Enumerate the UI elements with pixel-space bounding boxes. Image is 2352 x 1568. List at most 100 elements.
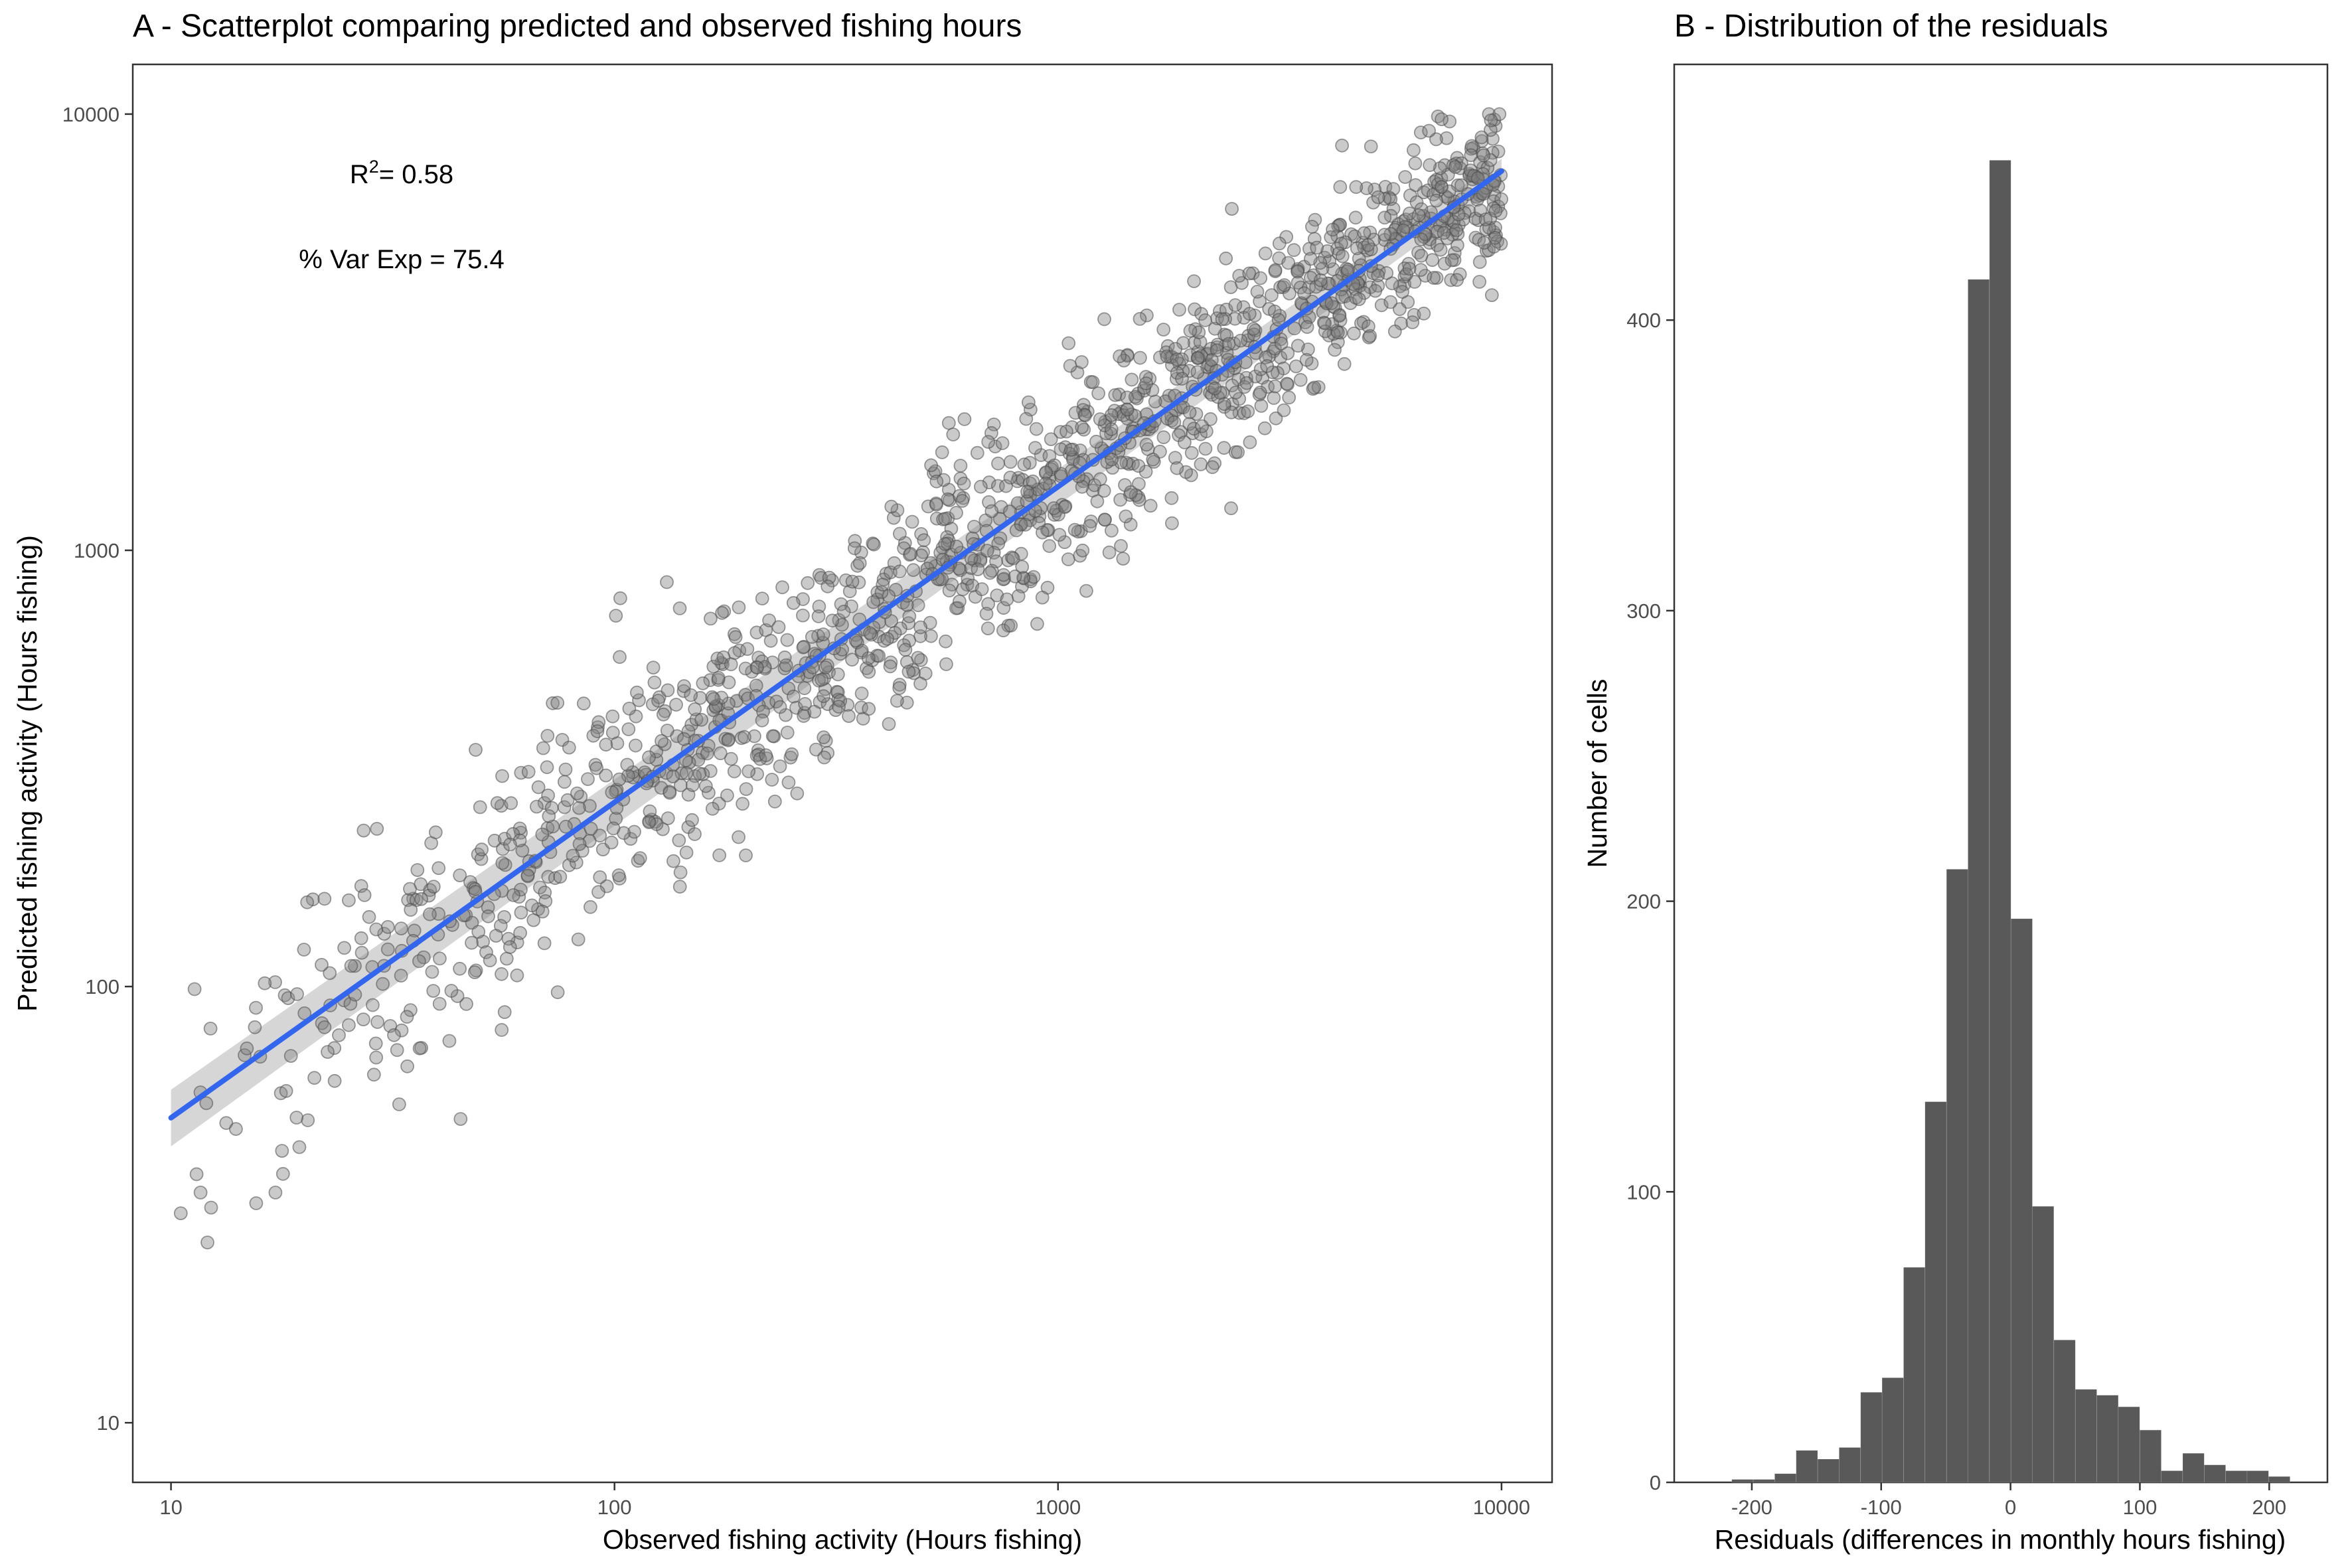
scatter-point [292,1140,307,1154]
scatter-point [980,621,995,635]
histogram-panel: -200 -100 0 100 200 0 100 200 300 400 Residuals … [1582,63,2329,1555]
scatter-point [474,852,489,866]
scatter-point [535,904,550,919]
scatter-point [750,767,764,781]
scatter-point [503,940,517,954]
scatter-point [1205,460,1219,475]
scatter-point [796,640,811,655]
scatter-point [1268,379,1283,394]
scatter-point [1429,193,1444,208]
scatter-point [1408,156,1423,171]
scatter-point [591,720,605,734]
scatter-point [1219,328,1234,343]
scatter-point [736,797,749,811]
scatter-point [1333,218,1348,232]
scatter-point [941,416,956,430]
scatter-point [489,929,503,943]
scatter-point [713,746,728,761]
scatter-point [911,598,925,613]
scatter-point [1075,543,1090,558]
scatter-point [1054,442,1068,457]
scatter-point [1156,430,1171,445]
scatter-point [1217,397,1231,411]
scatter-point [559,819,573,834]
scatter-point [876,578,890,591]
scatter-point [342,893,356,907]
scatter-point [991,456,1005,471]
scatter-point [1484,113,1498,127]
scatter-point [787,689,801,704]
scatter-point [765,655,779,670]
scatter-point [1035,590,1050,605]
scatter-point [1182,405,1197,420]
scatter-point [1462,169,1477,183]
scatter-point [715,605,729,620]
scatter-point [344,959,358,973]
scatter-point [685,813,699,827]
scatter-point [797,681,812,696]
scatter-point [354,931,368,945]
scatter-point [566,848,580,863]
scatter-point [535,827,550,842]
scatter-point [999,479,1013,493]
scatter-point [1348,210,1363,225]
scatter-point [515,843,530,858]
scatter-point [370,1015,384,1029]
histogram-bar [2161,1470,2183,1483]
scatter-point [832,700,846,714]
scatter-point [801,576,815,590]
scatter-point [1075,420,1089,434]
scatter-point [1287,243,1301,258]
scatter-point [651,694,665,708]
x-tick-label: 1000 [1035,1496,1081,1519]
scatter-point [593,870,607,884]
scatter-point [1300,320,1314,334]
scatter-point [738,730,751,744]
scatter-point [323,966,337,980]
scatter-point [1083,518,1097,533]
scatter-point [1377,210,1392,225]
scatter-y-axis-title: Predicted fishing activity (Hours fishin… [12,535,42,1012]
scatter-point [852,556,867,570]
scatter-point [1280,376,1294,391]
scatter-point [935,445,949,459]
scatter-point [798,697,812,711]
scatter-point [1293,372,1308,387]
scatter-point [862,702,876,716]
scatter-point [610,736,625,751]
scatter-point [481,909,495,923]
scatter-point [629,738,643,753]
scatter-point [964,551,979,566]
scatter-point [531,780,546,795]
scatter-point [403,882,417,896]
scatter-point [380,942,395,957]
scatter-point [990,588,1004,603]
scatter-point [1488,204,1503,218]
scatter-point [599,768,613,783]
scatter-point [1483,153,1498,167]
scatter-point [514,905,528,920]
scatter-point [866,595,880,609]
scatter-point [530,799,544,814]
scatter-point [1470,171,1485,185]
scatter-point [1447,246,1462,260]
scatter-point [521,765,536,779]
scatter-point [1260,359,1275,373]
scatter-point [1350,241,1364,256]
fit-line-layer [168,168,1504,1121]
hist-x-tick-label: 200 [2252,1496,2286,1519]
scatter-point [1125,372,1139,387]
scatter-point [863,626,877,640]
scatter-point [660,575,674,589]
scatter-point [1093,472,1107,487]
scatter-point [1414,232,1429,247]
r-squared-annotation: R2= 0.58 [350,157,453,189]
scatter-point [773,759,787,773]
hist-x-tick-label: -100 [1861,1496,1902,1519]
scatter-point [369,1050,384,1065]
scatter-point [1335,138,1349,153]
scatter-point [836,604,851,619]
scatter-point [1195,419,1210,433]
scatter-point [1259,351,1273,364]
